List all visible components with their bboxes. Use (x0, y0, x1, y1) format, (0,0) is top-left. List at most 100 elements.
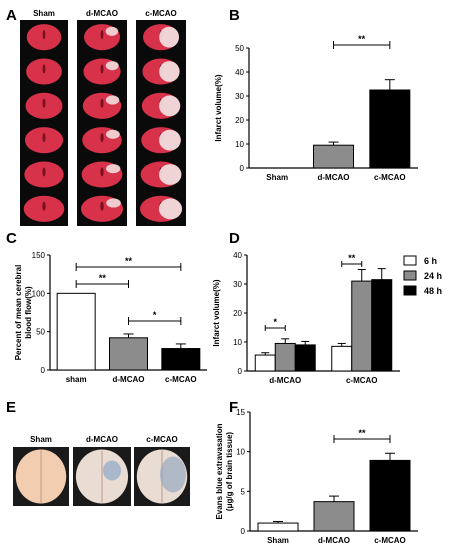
y-tick-label: 0 (41, 366, 46, 375)
bar-sham (56, 292, 96, 371)
significance-mark: ** (348, 253, 356, 263)
legend-label: 6 h (424, 256, 437, 266)
y-tick-label: 30 (235, 92, 244, 101)
y-tick-label: 10 (233, 338, 242, 347)
y-axis-label-line: Percent of mean cerebral (14, 265, 23, 361)
significance-mark: ** (358, 428, 366, 438)
slice-midline (42, 98, 46, 108)
bar-d-mcao-6h (254, 354, 276, 372)
bar-d-mcao (313, 501, 355, 532)
x-tick-label: d-MCAO (318, 173, 350, 182)
infarct-area (159, 26, 180, 48)
legend-swatch-48h (403, 285, 417, 296)
dye-area (160, 456, 186, 493)
bar-c-mcao (161, 348, 201, 371)
x-tick-label: Sham (267, 536, 289, 545)
y-axis-label-line: blood flow(%) (24, 286, 33, 339)
chart-c-cerebral-blood-flow: 0 50 100 150 Percent of mean cerebralblood f… (14, 251, 207, 384)
slice-midline (42, 29, 46, 40)
y-tick-label: 10 (235, 140, 244, 149)
y-axis-label-c: Percent of mean cerebralblood flow(%) (14, 265, 33, 361)
y-axis-label-line: Infarct volume(%) (214, 74, 223, 141)
y-tick-label: 100 (32, 289, 46, 298)
bar-c-mcao (369, 459, 411, 532)
infarct-area (105, 95, 120, 105)
bar-d-mcao (313, 144, 354, 169)
photo-label-d-mcao: d-MCAO (86, 435, 118, 444)
y-axis-label-line: Infarct volume(%) (212, 279, 221, 346)
panel-label-f: F (229, 399, 238, 416)
slice-panel-bg (20, 20, 68, 226)
slice-midline (100, 167, 104, 177)
x-tick-label: c-MCAO (374, 173, 406, 182)
y-axis-label-d: Infarct volume(%) (212, 279, 221, 346)
x-tick-label: sham (66, 375, 87, 384)
legend-swatch-24h (403, 270, 417, 281)
x-tick-label: d-MCAO (318, 536, 350, 545)
bar-sham (257, 522, 299, 532)
dye-area (103, 460, 121, 481)
y-axis-label-line: Evans blue extravasation (215, 423, 224, 519)
y-tick-label: 5 (241, 487, 246, 496)
infarct-area (158, 164, 182, 185)
infarct-area (159, 61, 180, 82)
x-tick-label: d-MCAO (269, 376, 301, 385)
infarct-area (106, 198, 121, 208)
infarct-area (105, 61, 119, 71)
column-label-sham: Sham (33, 9, 55, 18)
y-tick-label: 0 (238, 367, 243, 376)
bar-d-mcao-24h (274, 342, 296, 372)
panel-label-e: E (6, 399, 16, 416)
significance-mark: * (153, 310, 157, 320)
slice-panel-bg (77, 20, 127, 226)
photo-label-sham: Sham (30, 435, 52, 444)
x-tick-label: c-MCAO (165, 375, 197, 384)
y-tick-label: 150 (32, 251, 46, 260)
infarct-area (106, 164, 121, 174)
legend-label: 48 h (424, 286, 442, 296)
infarct-area (105, 129, 120, 139)
infarct-area (158, 198, 182, 220)
y-axis-label-b: Infarct volume(%) (214, 74, 223, 141)
slice-midline (100, 64, 104, 74)
y-axis-label-f: Evans blue extravasation(μg/g of brain t… (215, 423, 234, 519)
bar-c-mcao-48h (371, 279, 393, 372)
panel-label-d: D (229, 230, 240, 247)
bar-c-mcao-24h (351, 280, 373, 372)
significance-mark: * (273, 317, 277, 327)
photo-label-c-mcao: c-MCAO (146, 435, 178, 444)
y-tick-label: 15 (236, 408, 245, 417)
slice-midline (42, 132, 46, 143)
x-tick-label: c-MCAO (346, 376, 378, 385)
y-tick-label: 40 (233, 251, 242, 260)
panel-label-a: A (6, 7, 17, 24)
slice-midline (42, 201, 46, 211)
y-tick-label: 40 (235, 68, 244, 77)
y-tick-label: 0 (240, 164, 245, 173)
panel-label-b: B (229, 7, 240, 24)
y-tick-label: 20 (235, 116, 244, 125)
bar-d-mcao (109, 337, 148, 371)
y-axis-label-line: (μg/g of brain tissue) (225, 432, 234, 511)
column-label-d-mcao: d-MCAO (86, 9, 118, 18)
bar-c-mcao (369, 89, 411, 169)
slice-midline (100, 98, 104, 108)
x-tick-label: Sham (266, 173, 288, 182)
y-tick-label: 50 (36, 328, 45, 337)
bar-c-mcao-6h (331, 345, 353, 372)
slice-midline (100, 201, 104, 211)
chart-b-infarct-volume: 0 10 20 30 40 50 Infarct volume(%) Sham d-MCAO c-… (214, 34, 418, 182)
significance-mark: ** (358, 34, 366, 44)
y-tick-label: 0 (241, 527, 246, 536)
bar-d-mcao-48h (294, 344, 316, 372)
column-label-c-mcao: c-MCAO (145, 9, 177, 18)
x-tick-label: c-MCAO (374, 536, 406, 545)
slice-midline (42, 64, 46, 74)
slice-midline (100, 29, 104, 40)
x-tick-label: d-MCAO (113, 375, 145, 384)
y-tick-label: 50 (235, 44, 244, 53)
slice-midline (100, 132, 104, 143)
